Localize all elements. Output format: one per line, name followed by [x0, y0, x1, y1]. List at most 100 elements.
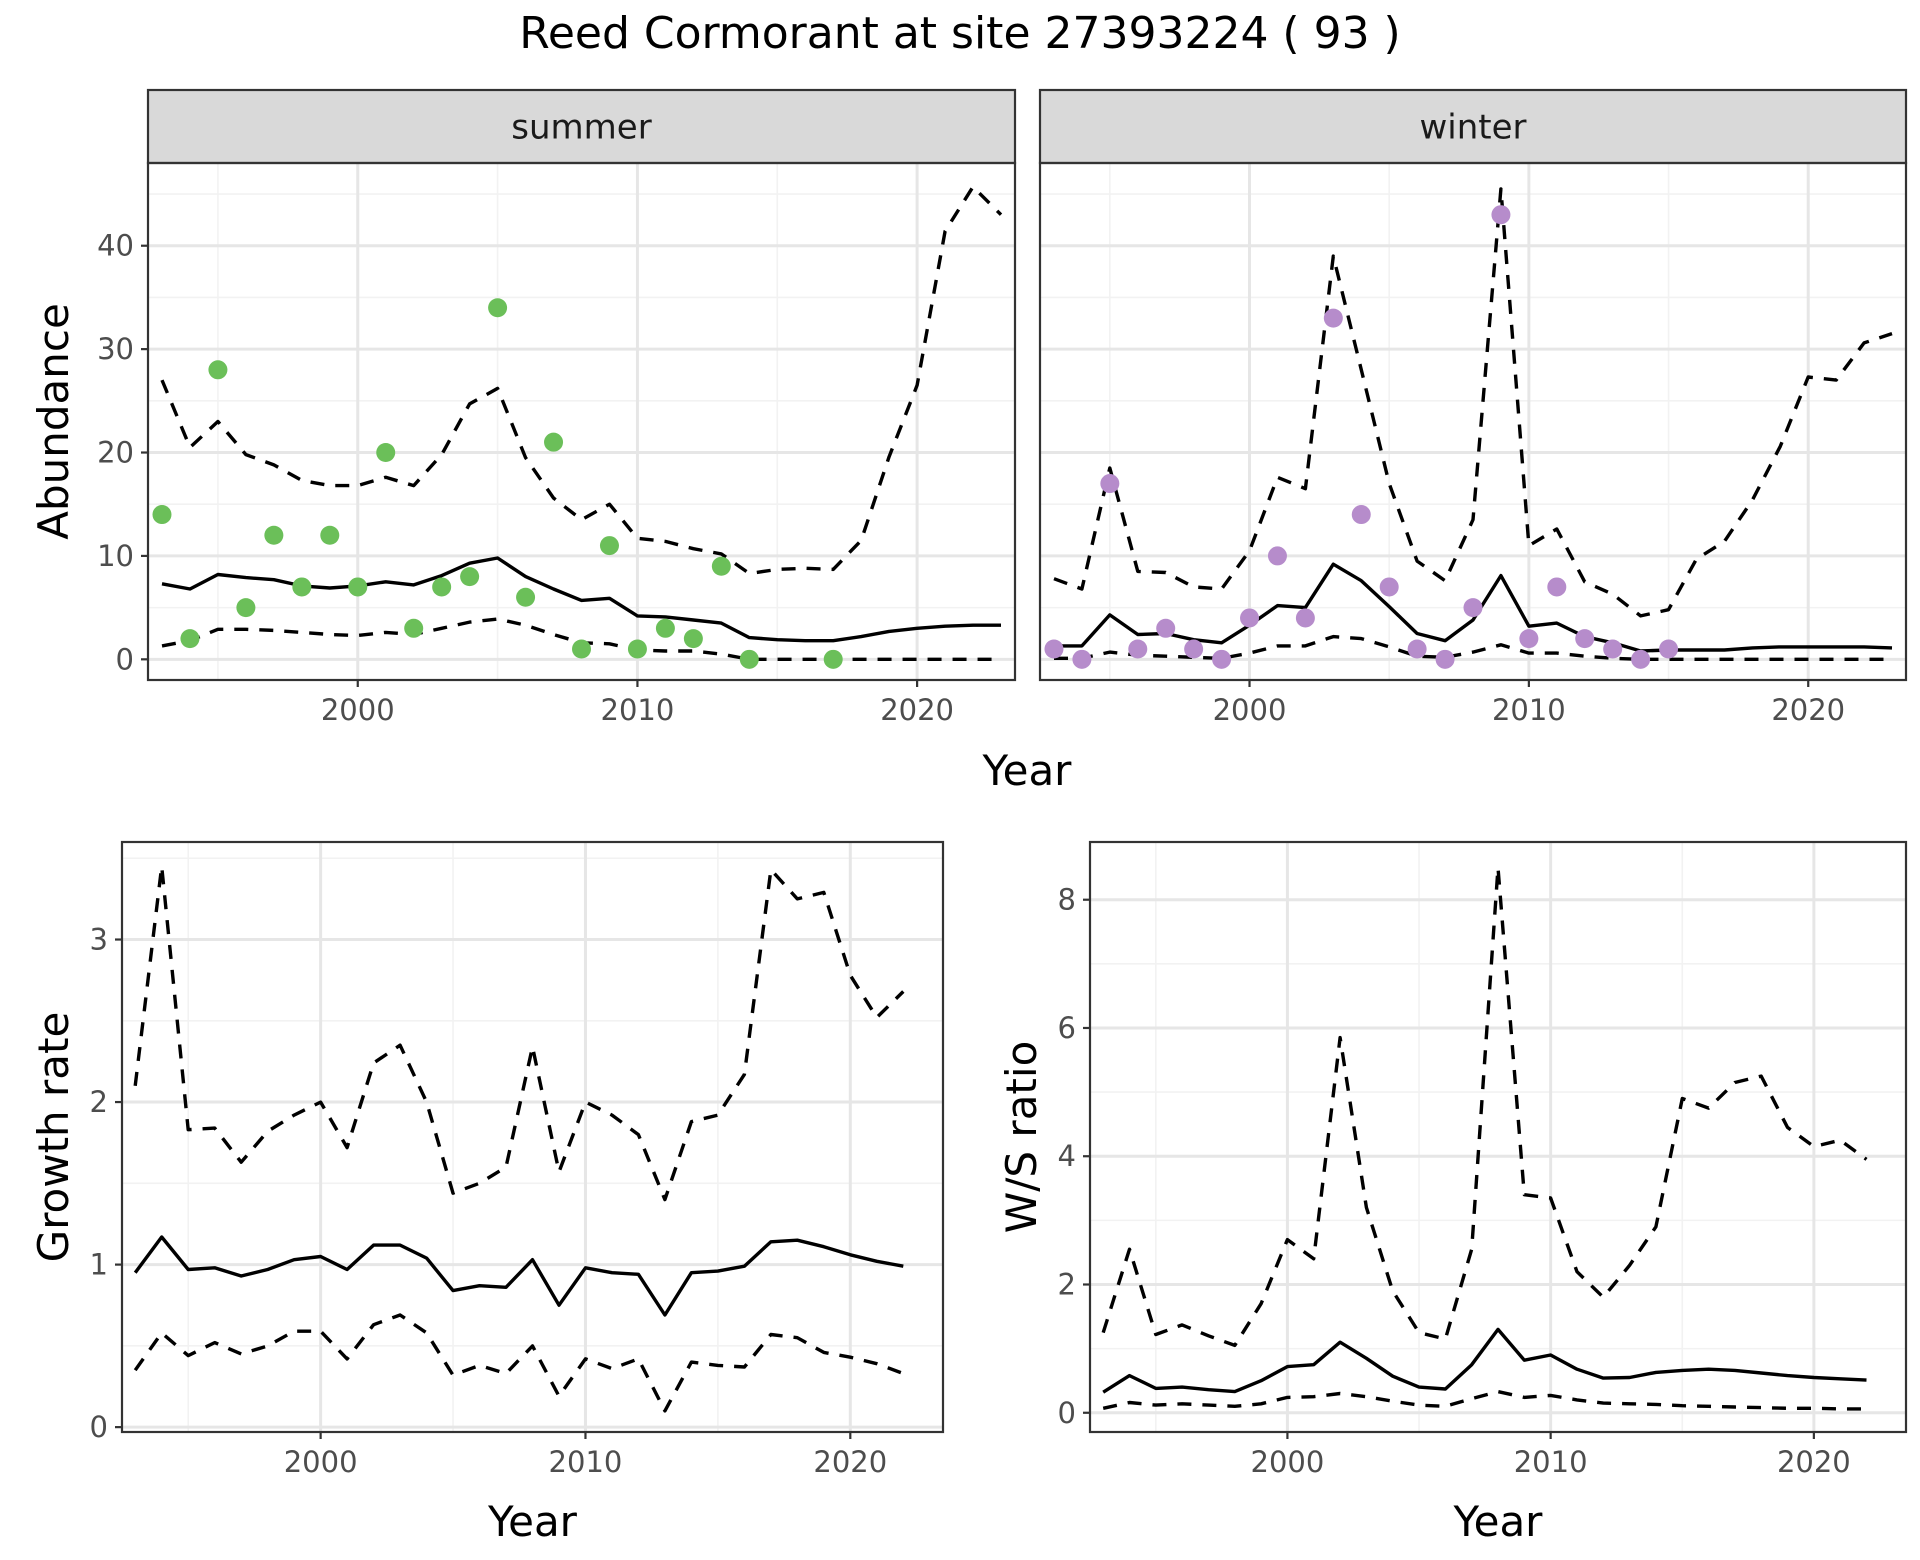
series-line-bound-growth-1 [133, 864, 905, 1202]
y-tick-label: 0 [1058, 1396, 1076, 1430]
y-tick-label: 4 [1058, 1139, 1076, 1173]
data-point-winter [1659, 639, 1679, 659]
data-point-summer [320, 525, 340, 545]
data-point-summer [516, 587, 536, 607]
data-point-summer [711, 556, 731, 576]
data-point-summer [683, 629, 703, 649]
strip-label-summer: summer [511, 108, 651, 148]
y-axis-title: W/S ratio [997, 1041, 1046, 1234]
data-point-summer [739, 649, 759, 669]
x-axis-title: Year [1453, 1497, 1544, 1546]
data-point-summer [432, 577, 452, 597]
data-point-winter [1267, 546, 1287, 566]
data-point-winter [1631, 649, 1651, 669]
x-tick-label: 2020 [880, 693, 954, 727]
x-tick-label: 2000 [1251, 1445, 1325, 1479]
data-point-winter [1072, 649, 1092, 669]
data-point-summer [572, 639, 591, 659]
y-tick-label: 8 [1058, 883, 1076, 917]
data-point-summer [152, 505, 172, 525]
panel-border-growth [120, 840, 945, 1434]
data-point-winter [1044, 639, 1064, 659]
data-point-winter [1463, 598, 1483, 618]
data-point-summer [180, 629, 200, 649]
strip-winter [1038, 88, 1908, 165]
y-tick-label: 40 [97, 229, 134, 263]
data-point-summer [627, 639, 647, 659]
panel-border-winter [1038, 161, 1908, 682]
data-point-summer [488, 298, 508, 318]
x-tick-label: 2020 [1771, 693, 1845, 727]
x-tick-label: 2010 [601, 693, 675, 727]
panel-winter: winter 2000 2010 2020 [1038, 88, 1908, 727]
panel-summer: summer 2000 2010 2020 0 10 20 30 40 Abundance [29, 88, 1017, 727]
panel-border-ratio [1088, 840, 1908, 1434]
x-tick-label: 2020 [1777, 1445, 1851, 1479]
data-point-winter [1100, 474, 1120, 494]
series-line-mean-summer-0 [161, 556, 1001, 643]
series-line-mean-growth-0 [133, 1235, 904, 1317]
data-point-winter [1575, 629, 1595, 649]
data-point-summer [376, 443, 396, 463]
data-point-summer [599, 536, 619, 556]
x-axis-title-shared: Year [982, 746, 1073, 795]
y-tick-label: 2 [90, 1085, 108, 1119]
y-tick-label: 1 [90, 1248, 108, 1282]
x-tick-label: 2010 [1492, 693, 1566, 727]
data-point-summer [264, 525, 284, 545]
data-point-winter [1295, 608, 1315, 628]
series-line-bound-ratio-2 [1102, 1389, 1867, 1411]
series-line-bound-winter-1 [1053, 187, 1893, 618]
data-point-summer [404, 618, 424, 638]
data-point-winter [1603, 639, 1623, 659]
data-point-summer [208, 360, 228, 380]
data-point-summer [292, 577, 312, 597]
data-point-winter [1351, 505, 1371, 525]
x-tick-label: 2020 [813, 1445, 887, 1479]
series-line-bound-winter-2 [1054, 634, 1892, 661]
data-point-winter [1519, 629, 1539, 649]
x-tick-label: 2000 [284, 1445, 358, 1479]
y-tick-label: 30 [97, 332, 134, 366]
data-point-winter [1184, 639, 1204, 659]
panel-growth: 2000 2010 2020 0 1 2 3 Growth rate Year [29, 840, 945, 1546]
data-point-summer [823, 649, 843, 669]
y-tick-label: 3 [90, 923, 108, 957]
strip-label-winter: winter [1419, 108, 1526, 148]
data-point-summer [544, 432, 564, 452]
data-point-winter [1435, 649, 1455, 669]
y-tick-label: 2 [1058, 1268, 1076, 1302]
data-point-winter [1379, 577, 1399, 597]
y-tick-label: 6 [1058, 1011, 1076, 1045]
data-point-summer [348, 577, 368, 597]
data-point-winter [1547, 577, 1567, 597]
series-line-bound-ratio-1 [1101, 866, 1868, 1348]
y-tick-label: 0 [116, 642, 134, 676]
data-point-summer [655, 618, 675, 638]
x-axis-title: Year [487, 1497, 578, 1546]
y-tick-label: 10 [97, 539, 134, 573]
data-point-winter [1323, 308, 1343, 328]
x-tick-label: 2000 [1213, 693, 1287, 727]
data-point-winter [1240, 608, 1260, 628]
data-point-winter [1212, 649, 1232, 669]
panel-ratio: 2000 2010 2020 0 2 4 6 8 W/S ratio Year [997, 840, 1908, 1546]
series-line-mean-ratio-0 [1102, 1327, 1867, 1394]
panel-border-summer [146, 161, 1017, 682]
data-point-winter [1407, 639, 1427, 659]
data-point-winter [1156, 618, 1176, 638]
y-tick-label: 0 [90, 1410, 108, 1444]
data-point-summer [460, 567, 480, 587]
data-point-winter [1128, 639, 1148, 659]
y-tick-label: 20 [97, 436, 134, 470]
x-tick-label: 2010 [549, 1445, 623, 1479]
series-line-bound-growth-2 [133, 1313, 904, 1413]
y-axis-title: Abundance [29, 303, 78, 540]
data-point-winter [1491, 205, 1511, 225]
figure-title: Reed Cormorant at site 27393224 ( 93 ) [519, 8, 1400, 59]
y-axis-title: Growth rate [29, 1012, 78, 1263]
data-point-summer [236, 598, 256, 618]
x-tick-label: 2010 [1514, 1445, 1588, 1479]
x-tick-label: 2000 [321, 693, 395, 727]
